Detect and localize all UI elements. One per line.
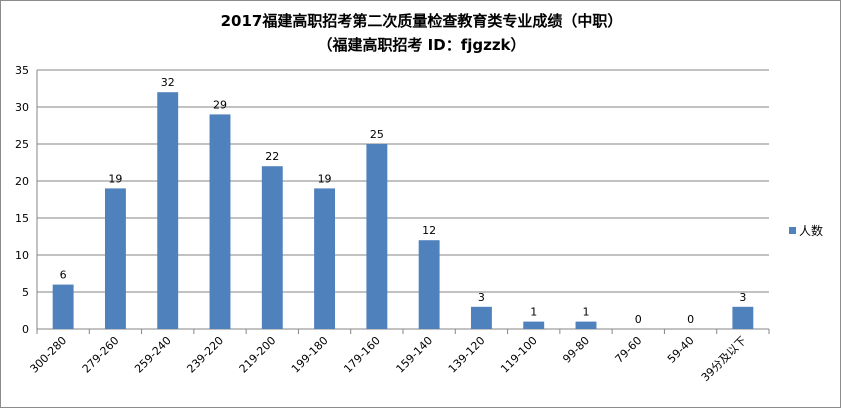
x-tick-label: 39分及以下 [699,334,749,384]
x-tick-label: 179-160 [341,334,383,376]
x-tick-label: 239-220 [184,334,226,376]
data-label: 0 [687,313,694,326]
x-tick-label: 79-60 [613,334,645,366]
legend-swatch [789,227,796,234]
data-label: 32 [161,76,175,89]
chart-subtitle: （福建高职招考 ID：fjgzzk） [317,36,526,54]
bar [470,306,492,329]
y-tick-label: 0 [22,323,29,336]
y-tick-label: 15 [15,212,29,225]
bar [575,321,597,329]
data-label: 0 [635,313,642,326]
x-tick-label: 300-280 [28,334,70,376]
x-tick-label: 99-80 [560,334,592,366]
y-tick-label: 25 [15,138,29,151]
bar [314,188,336,329]
y-tick-label: 30 [15,101,29,114]
x-tick-label: 199-180 [289,334,331,376]
bar [732,306,754,329]
data-label: 3 [478,291,485,304]
bar [366,144,388,329]
x-tick-label: 219-200 [237,334,279,376]
x-tick-label: 119-100 [498,334,540,376]
bar [52,284,74,329]
data-label: 19 [318,172,332,185]
x-tick-label: 159-140 [394,334,436,376]
bar [209,114,231,330]
data-label: 1 [530,306,537,319]
data-label: 29 [213,98,227,111]
y-tick-label: 5 [22,286,29,299]
bar [157,92,179,329]
y-tick-label: 20 [15,175,29,188]
data-label: 1 [583,306,590,319]
x-tick-label: 59-40 [665,334,697,366]
y-tick-label: 35 [15,64,29,77]
bar [261,166,283,329]
x-tick-label: 279-260 [80,334,122,376]
legend: 人数 [789,222,823,239]
bar [104,188,126,329]
data-label: 12 [422,224,436,237]
bar [418,240,440,329]
data-label: 22 [265,150,279,163]
data-label: 3 [739,291,746,304]
data-label: 25 [370,128,384,141]
data-label: 6 [60,269,67,282]
y-tick-label: 10 [15,249,29,262]
x-tick-label: 139-120 [446,334,488,376]
bar [523,321,545,329]
x-tick-label: 259-240 [132,334,174,376]
chart-title: 2017福建高职招考第二次质量检查教育类专业成绩（中职） [220,12,623,30]
legend-label: 人数 [799,224,824,238]
data-label: 19 [108,172,122,185]
